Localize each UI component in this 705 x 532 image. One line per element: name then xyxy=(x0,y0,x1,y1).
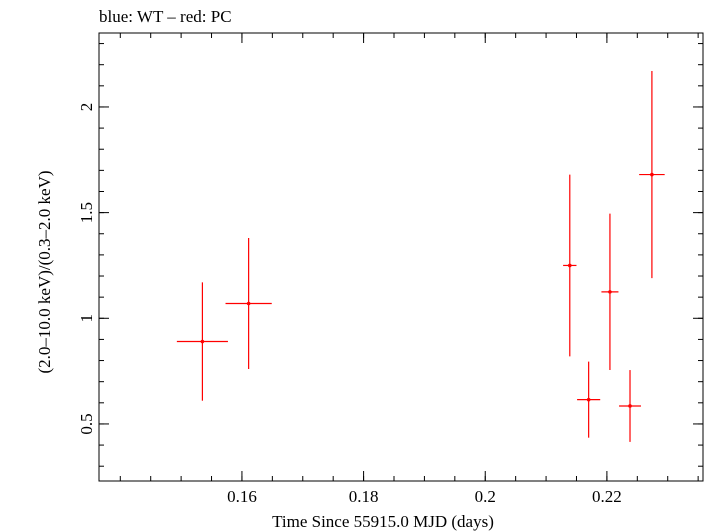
x-tick-label: 0.2 xyxy=(475,487,496,506)
y-tick-label: 1.5 xyxy=(77,202,96,223)
plot-frame xyxy=(98,32,704,482)
point-marker xyxy=(628,404,632,408)
chart-title: blue: WT – red: PC xyxy=(99,7,232,26)
x-tick-label: 0.16 xyxy=(227,487,257,506)
point-marker xyxy=(200,339,205,344)
data-point xyxy=(639,71,665,279)
y-tick-label: 1 xyxy=(77,314,96,323)
x-axis-label: Time Since 55915.0 MJD (days) xyxy=(272,512,494,531)
data-point xyxy=(563,174,577,357)
point-marker xyxy=(586,397,591,402)
y-axis-label: (2.0–10.0 keV)/(0.3–2.0 keV) xyxy=(35,170,54,373)
data-point xyxy=(176,282,228,401)
axis-tick-labels: 0.16 0.18 0.2 0.22 0.5 1 1.5 2 xyxy=(77,103,622,506)
x-tick-label: 0.18 xyxy=(349,487,379,506)
x-tick-label: 0.22 xyxy=(592,487,622,506)
point-marker xyxy=(650,172,654,177)
point-marker xyxy=(246,301,251,306)
data-point xyxy=(577,361,601,438)
point-marker xyxy=(567,263,572,268)
point-marker xyxy=(608,290,612,294)
data-point xyxy=(601,213,619,371)
axis-ticks xyxy=(99,33,703,481)
data-points xyxy=(176,71,665,442)
y-tick-label: 2 xyxy=(77,103,96,112)
y-tick-label: 0.5 xyxy=(77,413,96,434)
data-point xyxy=(619,370,641,442)
data-point xyxy=(225,237,272,369)
